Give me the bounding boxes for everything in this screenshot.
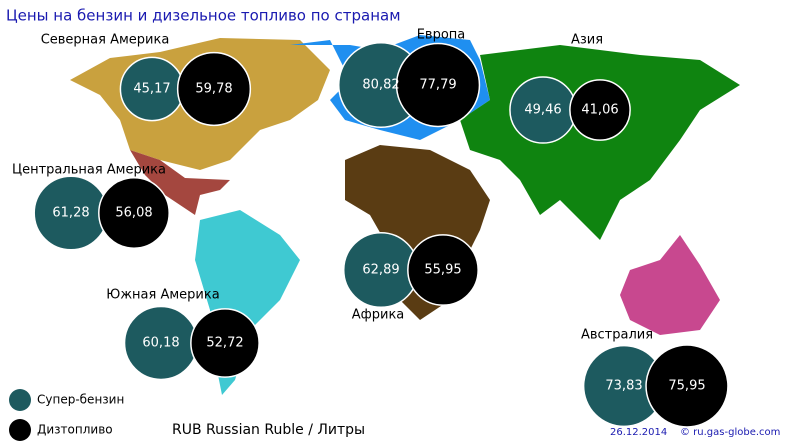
- legend-label: Дизтопливо: [37, 423, 113, 437]
- source: © ru.gas-globe.com: [680, 427, 780, 438]
- region-label: Азия: [571, 33, 603, 48]
- price-bubble: [98, 177, 170, 249]
- price-bubble: [176, 51, 252, 127]
- value-label: 45,17: [133, 82, 170, 97]
- value-label: 73,83: [605, 379, 642, 394]
- value-label: 56,08: [115, 206, 152, 221]
- value-label: 49,46: [524, 103, 561, 118]
- price-bubble: [645, 344, 729, 428]
- value-label: 55,95: [424, 263, 461, 278]
- central-america: [130, 150, 230, 215]
- legend-swatch: [9, 419, 31, 441]
- region-label: Северная Америка: [41, 33, 170, 48]
- unit-label: RUB Russian Ruble / Литры: [172, 422, 365, 438]
- bubbles: 45,17 59,78 80,82 77,79 49,46 41,06 61,28 56,08…: [33, 41, 729, 428]
- region-label: Африка: [352, 308, 405, 323]
- price-bubble: [190, 308, 260, 378]
- value-label: 61,28: [52, 206, 89, 221]
- price-bubble: [569, 79, 631, 141]
- region-label: Южная Америка: [106, 288, 219, 303]
- value-label: 62,89: [362, 263, 399, 278]
- value-label: 77,79: [419, 78, 456, 93]
- asia: [460, 45, 740, 240]
- region-label: Европа: [417, 28, 466, 43]
- region-label: Центральная Америка: [12, 163, 166, 178]
- legend-label: Супер-бензин: [37, 393, 124, 407]
- value-label: 52,72: [206, 336, 243, 351]
- price-bubble: [395, 42, 481, 128]
- title: Цены на бензин и дизельное топливо по ст…: [6, 7, 401, 25]
- value-label: 75,95: [668, 379, 705, 394]
- date: 26.12.2014: [610, 427, 667, 438]
- australia: [620, 235, 720, 335]
- value-label: 80,82: [362, 78, 399, 93]
- value-label: 59,78: [195, 82, 232, 97]
- price-bubble: [407, 234, 479, 306]
- legend-swatch: [9, 389, 31, 411]
- value-label: 41,06: [581, 103, 618, 118]
- region-label: Австралия: [581, 328, 653, 343]
- value-label: 60,18: [142, 336, 179, 351]
